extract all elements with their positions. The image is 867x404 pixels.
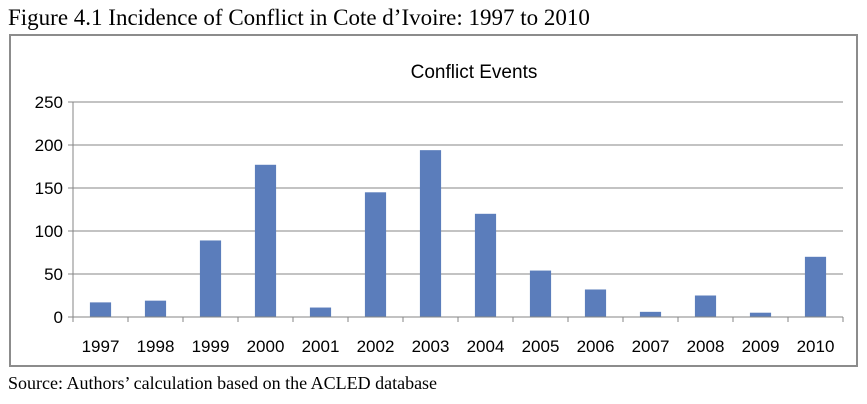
x-tick-label: 1999 bbox=[192, 337, 230, 356]
bar-2006 bbox=[584, 289, 607, 317]
bar-2000 bbox=[254, 164, 277, 317]
bar-2009 bbox=[749, 312, 772, 317]
chart-frame: Conflict Events 0 50 100 150 200 250 1997 1998… bbox=[9, 34, 858, 367]
bar-2003 bbox=[419, 150, 442, 317]
figure-caption: Figure 4.1 Incidence of Conflict in Cote… bbox=[8, 5, 590, 30]
x-tick-label: 2002 bbox=[357, 337, 395, 356]
bar-1998 bbox=[144, 300, 167, 317]
x-tick-label: 2010 bbox=[797, 337, 835, 356]
y-tick-label: 0 bbox=[54, 308, 63, 327]
bar-2005 bbox=[529, 270, 552, 317]
y-axis-ticks: 0 50 100 150 200 250 bbox=[35, 93, 63, 327]
chart-title: Conflict Events bbox=[411, 62, 538, 83]
bar-1999 bbox=[199, 240, 222, 317]
bar-1997 bbox=[89, 302, 112, 317]
y-tick-label: 250 bbox=[35, 93, 63, 112]
x-tick-label: 2003 bbox=[412, 337, 450, 356]
bar-chart: Conflict Events 0 50 100 150 200 250 1997 1998… bbox=[35, 62, 844, 356]
gridlines bbox=[73, 101, 843, 275]
bars bbox=[89, 150, 827, 317]
bar-2008 bbox=[694, 295, 717, 317]
x-axis-ticks: 1997 1998 1999 2000 2001 2002 2003 2004 2005 2006… bbox=[82, 337, 835, 356]
y-tick-label: 100 bbox=[35, 222, 63, 241]
x-tick-label: 1997 bbox=[82, 337, 120, 356]
x-tick-label: 2004 bbox=[467, 337, 505, 356]
x-tick-label: 2009 bbox=[742, 337, 780, 356]
source-note: Source: Authors’ calculation based on th… bbox=[8, 373, 438, 393]
y-tick-label: 50 bbox=[44, 265, 63, 284]
x-tick-label: 1998 bbox=[137, 337, 175, 356]
bar-2004 bbox=[474, 213, 497, 317]
x-tick-label: 2007 bbox=[632, 337, 670, 356]
bar-2007 bbox=[639, 311, 662, 317]
x-tick-label: 2006 bbox=[577, 337, 615, 356]
bar-2010 bbox=[804, 256, 827, 317]
y-tick-label: 200 bbox=[35, 136, 63, 155]
axes bbox=[68, 101, 844, 322]
y-tick-label: 150 bbox=[35, 179, 63, 198]
x-tick-label: 2001 bbox=[302, 337, 340, 356]
x-tick-label: 2005 bbox=[522, 337, 560, 356]
bar-2002 bbox=[364, 192, 387, 317]
x-tick-label: 2000 bbox=[247, 337, 285, 356]
bar-2001 bbox=[309, 307, 332, 317]
x-tick-label: 2008 bbox=[687, 337, 725, 356]
